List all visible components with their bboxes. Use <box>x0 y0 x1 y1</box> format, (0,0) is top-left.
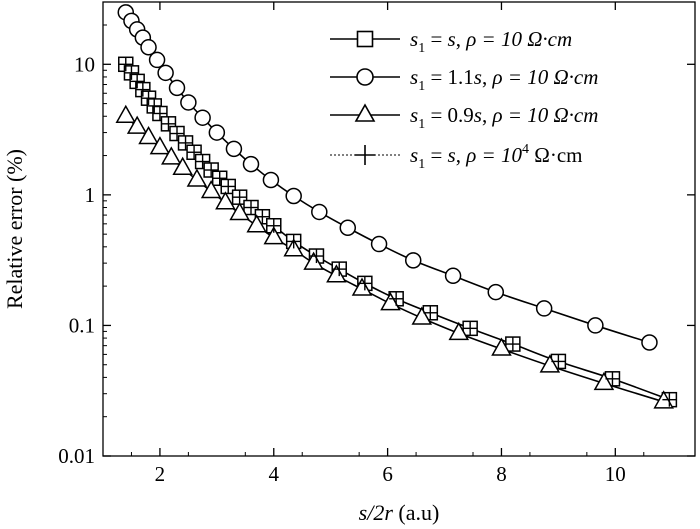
data-point-triangle <box>215 191 236 210</box>
data-point-triangle <box>411 306 433 325</box>
legend-label-2: s1 = 1.1s, ρ = 10 Ω·cm <box>410 65 598 94</box>
legend-marker-triangle <box>354 103 376 122</box>
data-point-triangle <box>491 337 512 356</box>
data-point-circle <box>339 219 357 236</box>
data-point-triangle <box>149 136 171 155</box>
legend: s1 = s, ρ = 10 Ω·cm s1 = 1.1s, ρ = 10 Ω·… <box>330 27 598 172</box>
y-axis-label: Relative error (%) <box>2 149 27 309</box>
y-tick-label: 1 <box>85 183 96 207</box>
data-point-circle <box>148 51 166 69</box>
data-point-triangle <box>593 371 615 391</box>
data-point-circle <box>194 109 211 126</box>
data-point-circle <box>444 267 462 285</box>
x-tick-label: 6 <box>382 462 393 486</box>
data-point-circle <box>535 300 553 317</box>
axis-ticks: 2 4 6 8 10 0.01 0.1 1 10 <box>58 2 695 486</box>
y-tick-label: 10 <box>74 52 95 76</box>
legend-marker-square <box>356 30 374 48</box>
data-point-triangle <box>200 180 222 199</box>
legend-entry-4: s1 = s, ρ = 104 Ω·cm <box>330 142 583 172</box>
data-point-circle <box>285 187 302 205</box>
x-tick-label: 2 <box>155 462 166 486</box>
legend-label-4: s1 = s, ρ = 104 Ω·cm <box>410 142 583 172</box>
data-point-triangle <box>126 115 148 134</box>
series-markers <box>115 4 678 409</box>
data-point-triangle <box>229 201 250 221</box>
data-point-circle <box>404 252 422 269</box>
x-tick-label: 10 <box>605 462 626 486</box>
y-tick-label: 0.1 <box>69 313 95 337</box>
plot-frame <box>102 1 696 457</box>
data-point-circle <box>311 203 328 221</box>
data-point-circle <box>208 124 226 141</box>
data-point-circle <box>225 140 243 158</box>
data-point-circle <box>587 317 604 334</box>
data-point-triangle <box>161 146 182 165</box>
data-point-circle <box>242 155 260 173</box>
x-tick-label: 8 <box>496 462 507 486</box>
data-point-triangle <box>263 226 285 245</box>
data-point-circle <box>641 334 658 351</box>
legend-entry-3: s1 = 0.9s, ρ = 10 Ω·cm <box>330 103 598 132</box>
data-point-triangle <box>115 104 137 124</box>
data-point-triangle <box>326 264 347 283</box>
legend-marker-circle <box>356 68 374 86</box>
data-point-triangle <box>172 156 193 175</box>
data-point-circle <box>140 39 157 56</box>
legend-label-3: s1 = 0.9s, ρ = 10 Ω·cm <box>410 103 598 132</box>
data-point-triangle <box>186 168 208 187</box>
data-point-triangle <box>539 354 561 373</box>
data-point-circle <box>262 171 280 189</box>
data-point-circle <box>370 235 388 253</box>
data-point-triangle <box>448 321 470 341</box>
data-point-triangle <box>138 125 159 145</box>
data-point-circle <box>168 79 186 97</box>
data-point-circle <box>157 64 174 82</box>
data-point-circle <box>180 94 197 111</box>
y-tick-label: 0.01 <box>58 444 95 468</box>
data-point-triangle <box>303 251 324 270</box>
data-point-circle <box>487 283 505 301</box>
data-point-triangle <box>246 214 267 233</box>
legend-entry-1: s1 = s, ρ = 10 Ω·cm <box>330 27 572 56</box>
data-point-triangle <box>351 277 373 296</box>
x-tick-label: 4 <box>269 462 280 486</box>
legend-label-1: s1 = s, ρ = 10 Ω·cm <box>410 27 572 56</box>
data-point-triangle <box>380 292 401 311</box>
x-axis-label: s/2r (a.u) <box>359 500 440 525</box>
legend-entry-2: s1 = 1.1s, ρ = 10 Ω·cm <box>330 65 598 94</box>
